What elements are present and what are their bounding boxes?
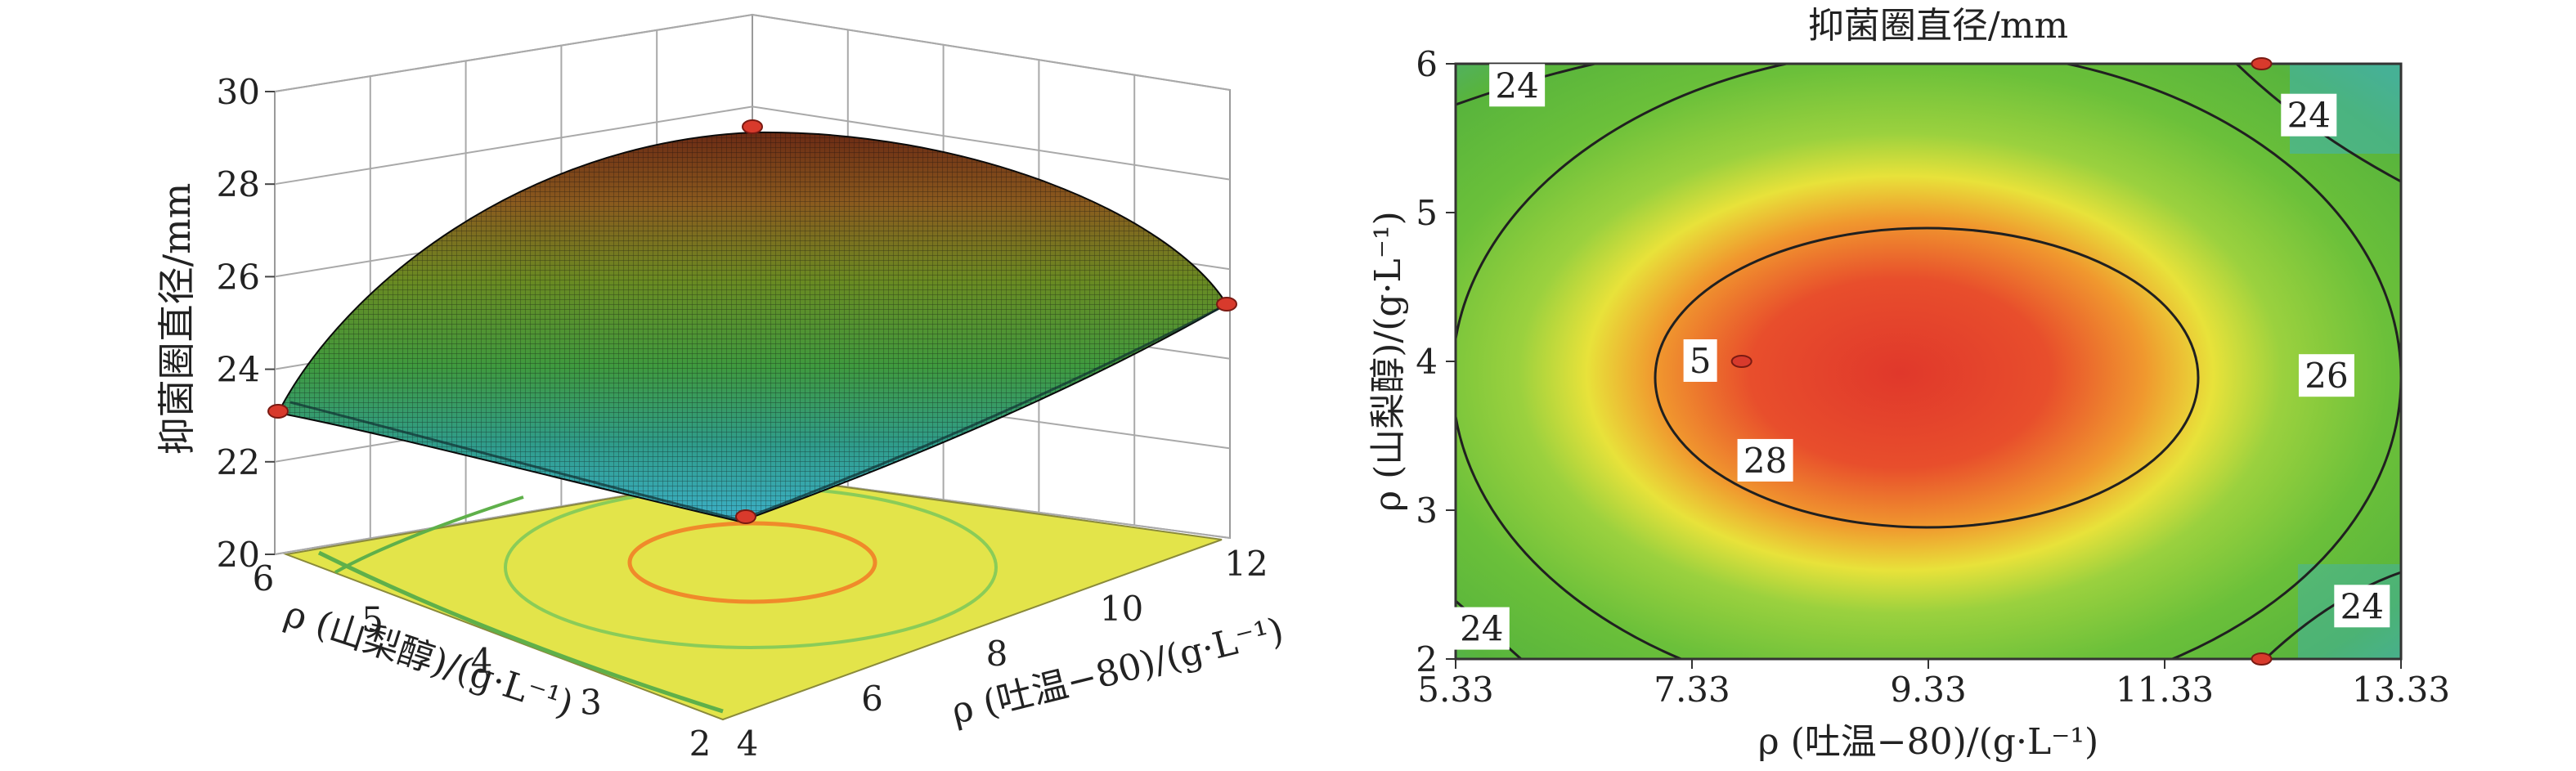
y-tick-label: 5 (361, 600, 384, 640)
y-tick-label-2d: 5 (1416, 193, 1438, 233)
z-axis-label: 抑菌圈直径/mm (155, 183, 199, 455)
design-point-4 (735, 509, 756, 524)
contour-label: 28 (1737, 438, 1793, 482)
contour-labels: 24 24 24 24 26 28 5 (1453, 64, 2390, 650)
z-tick-label: 22 (217, 442, 260, 482)
design-points-3d (267, 119, 1237, 524)
contour-label: 26 (2298, 354, 2354, 397)
svg-text:24: 24 (1495, 65, 1538, 105)
z-tick-label: 20 (217, 535, 260, 575)
y-tick-label: 3 (580, 683, 602, 723)
z-tick-label: 24 (217, 350, 260, 390)
design-point-2d (1730, 355, 1752, 368)
design-point-3 (1216, 297, 1237, 312)
design-points-2d (1730, 57, 2273, 666)
svg-text:28: 28 (1744, 441, 1787, 481)
contour-label: 24 (2281, 93, 2337, 137)
y-tick-label-2d: 4 (1416, 342, 1438, 382)
y-tick-label: 6 (253, 558, 275, 598)
y-tick-label: 2 (689, 724, 711, 764)
x-tick-label-2d: 7.33 (1654, 670, 1730, 710)
contour-label: 24 (1453, 607, 1510, 650)
x-tick-label: 12 (1224, 544, 1268, 584)
y-tick-label-2d: 6 (1416, 44, 1438, 84)
contour-label: 24 (2334, 585, 2390, 628)
design-point-2 (267, 404, 289, 419)
x-tick-label-2d: 5.33 (1417, 670, 1494, 710)
y-tick-label-2d: 3 (1416, 491, 1438, 531)
x-tick-label: 6 (861, 679, 883, 719)
x-tick-label: 8 (986, 634, 1008, 674)
floor-contour-24a (317, 550, 724, 714)
z-tick-label: 30 (217, 72, 260, 112)
y-axis-ticks: 6 5 4 3 2 (253, 558, 711, 764)
y-tick-label: 4 (471, 641, 493, 681)
floor-contour-24b (334, 495, 524, 574)
x-axis-ticks: 4 6 8 10 12 (737, 544, 1268, 764)
heatmap-area (1456, 64, 2401, 659)
design-point-1 (742, 119, 763, 134)
svg-text:5: 5 (1690, 341, 1712, 381)
contour-label: 5 (1683, 339, 1717, 382)
x-tick-label-2d: 13.33 (2352, 670, 2450, 710)
svg-text:26: 26 (2304, 356, 2348, 396)
x-tick-label-2d: 9.33 (1890, 670, 1967, 710)
y-tick-label-2d: 2 (1416, 639, 1438, 679)
design-point-2d (2251, 652, 2273, 666)
x-axis-label-2d: ρ (吐温−80)/(g·L⁻¹) (1758, 721, 2098, 763)
response-surface (276, 131, 1228, 523)
z-tick-label: 26 (217, 257, 260, 297)
contour-title: 抑菌圈直径/mm (1808, 5, 2068, 47)
y-axis-label-2d: ρ (山梨醇)/(g·L⁻¹) (1367, 211, 1409, 512)
floor-contour-28 (627, 521, 877, 604)
y-axis-ticks-2d: 2 3 4 5 6 (1416, 44, 1456, 679)
z-axis-ticks: 20 22 24 26 28 30 (217, 72, 275, 575)
contour-24-br (2264, 571, 2401, 659)
contour-28 (1654, 226, 2200, 529)
x-axis-ticks-2d: 5.33 7.33 9.33 11.33 13.33 (1417, 659, 2450, 710)
svg-text:24: 24 (2340, 586, 2384, 626)
z-tick-label: 28 (217, 164, 260, 204)
x-tick-label: 4 (737, 724, 759, 764)
x-tick-label: 10 (1100, 589, 1143, 629)
svg-text:24: 24 (1460, 609, 1503, 649)
contour-label: 24 (1489, 64, 1546, 107)
x-tick-label-2d: 11.33 (2116, 670, 2214, 710)
design-point-2d (2251, 57, 2273, 70)
svg-text:24: 24 (2287, 96, 2331, 136)
